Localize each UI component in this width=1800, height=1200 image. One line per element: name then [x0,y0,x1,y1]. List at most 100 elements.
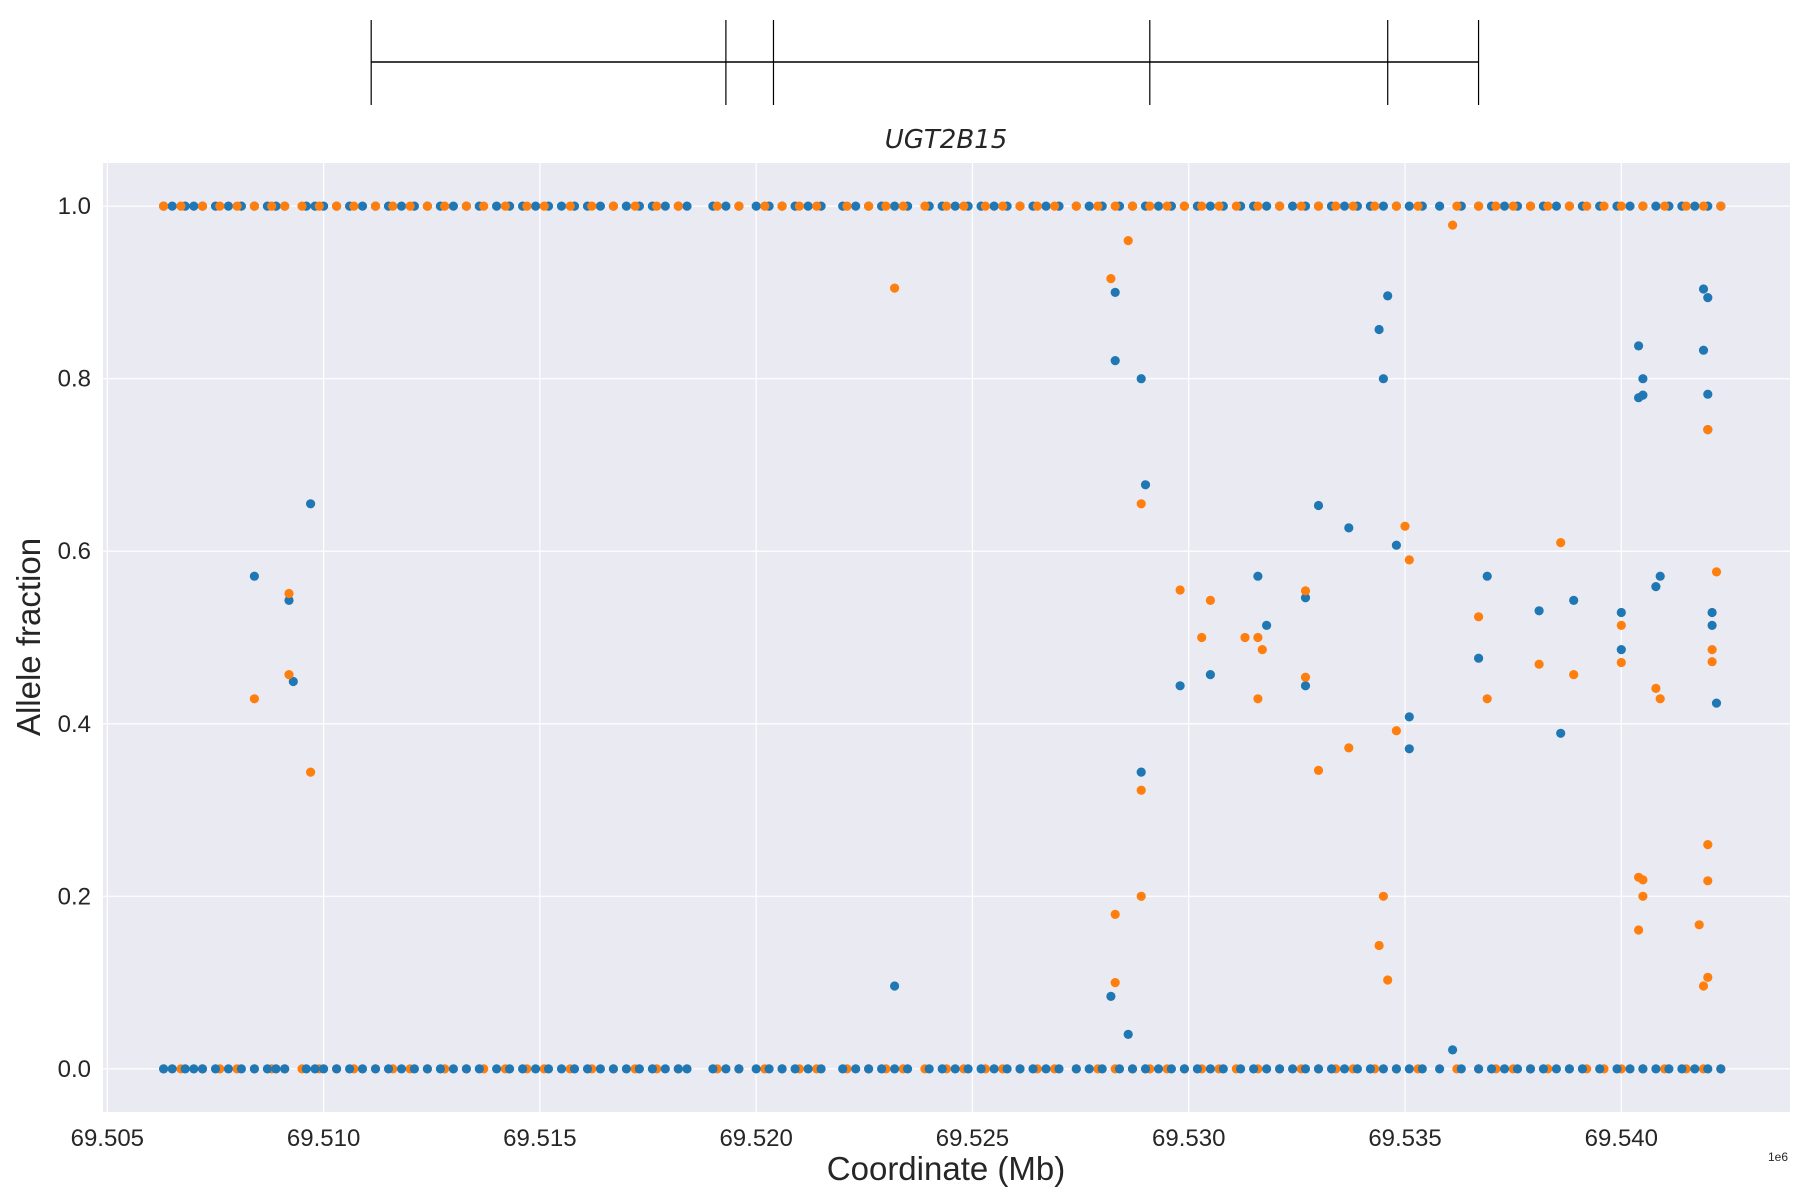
data-point [1638,201,1648,211]
data-point [1564,1064,1574,1074]
data-point [890,1064,900,1074]
data-point [1071,1064,1081,1074]
data-point [1599,201,1609,211]
data-point [1625,1064,1635,1074]
data-point [1707,607,1717,618]
data-point [864,1064,874,1074]
data-point [189,1064,199,1074]
data-point [280,1064,290,1074]
data-point [518,1064,528,1074]
data-point [1288,201,1298,211]
data-point [1698,201,1709,211]
data-point [409,1064,419,1074]
data-point [1162,201,1172,211]
data-point [621,1064,632,1074]
data-point [1634,341,1644,351]
data-point [1015,1064,1025,1074]
data-point [1110,356,1120,366]
data-point [556,201,567,211]
data-point [1300,586,1311,596]
data-point [734,201,744,211]
data-point [1616,620,1626,631]
data-point [1231,201,1241,211]
x-axis-label: Coordinate (Mb) [827,1150,1065,1187]
data-point [531,201,541,211]
data-point [903,1064,913,1074]
data-point [1413,201,1423,211]
x-tick-label: 69.515 [503,1125,576,1152]
data-point [595,1064,606,1074]
data-point [1257,645,1267,655]
x-tick-label: 69.510 [287,1125,360,1152]
data-point [1106,991,1116,1002]
data-point [1339,1064,1350,1074]
data-point [1655,694,1665,704]
data-point [306,767,316,777]
data-point [937,1064,947,1074]
data-point [332,201,342,211]
data-point [1435,1064,1445,1074]
data-point [1474,201,1484,211]
data-point [1344,743,1354,753]
data-point [751,1064,761,1074]
data-point [461,201,471,211]
data-point [712,201,722,211]
data-point [890,201,900,211]
data-point [1378,891,1388,901]
data-point [531,1064,541,1074]
data-point [1452,201,1462,211]
data-point [197,201,208,211]
data-point [556,1064,567,1074]
data-point [1097,1064,1107,1074]
data-point [1404,1064,1414,1074]
data-point [721,1064,731,1074]
data-point [1084,201,1094,211]
data-point [1041,201,1051,211]
plot-area [103,163,1790,1112]
x-axis-ticks: 69.505 69.510 69.515 69.520 69.525 69.530 69.5… [71,1125,1658,1152]
data-point [660,1064,670,1074]
data-point [180,1064,190,1074]
data-point [1370,201,1380,211]
data-point [660,201,670,211]
data-point [1703,425,1713,435]
data-point [1651,582,1661,592]
data-point [1071,201,1081,211]
data-point [1110,978,1120,988]
data-point [236,1064,246,1074]
data-point [500,201,510,211]
data-point [1716,1064,1726,1074]
data-point [1499,1064,1510,1074]
data-point [1448,1045,1458,1055]
data-point [197,1064,208,1074]
data-point [1404,744,1414,754]
data-point [924,1064,934,1074]
data-point [210,1064,221,1074]
data-point [920,201,930,211]
data-point [816,1064,826,1074]
data-point [1655,571,1665,581]
data-point [474,1064,484,1074]
data-point [1339,201,1350,211]
data-point [306,499,316,509]
data-point [1703,840,1713,850]
y-axis-label: Allele fraction [10,538,47,736]
data-point [357,201,368,211]
data-point [1383,291,1393,301]
data-point [1197,632,1207,643]
data-point [1512,1064,1523,1074]
data-point [1050,201,1060,211]
data-point [1378,1064,1388,1074]
data-point [673,1064,683,1074]
data-point [461,1064,471,1074]
data-point [1703,389,1713,399]
data-point [357,1064,368,1074]
data-point [838,1064,848,1074]
data-point [1677,1064,1687,1074]
data-point [167,1064,177,1074]
data-point [1123,1029,1133,1039]
data-point [794,201,805,211]
data-point [1543,201,1553,211]
data-point [271,1064,281,1074]
